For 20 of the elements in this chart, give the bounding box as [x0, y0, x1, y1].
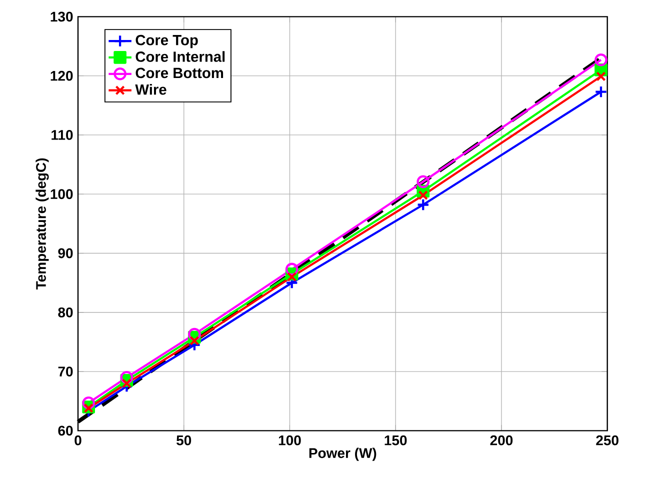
legend-label: Core Bottom — [136, 68, 224, 78]
legend-label: Core Top — [136, 34, 198, 48]
legend-label: Wire — [135, 84, 166, 95]
y-tick-label: 60 — [58, 426, 73, 436]
x-tick-label: 50 — [176, 435, 192, 446]
x-tick-label: 250 — [596, 435, 618, 446]
y-tick-label: 80 — [58, 307, 73, 318]
legend-label: Core Internal — [136, 51, 225, 62]
x-tick-label: 200 — [490, 435, 513, 446]
y-tick-label: 70 — [58, 366, 73, 376]
x-tick-label: 0 — [74, 435, 82, 446]
y-tick-label: 130 — [50, 12, 73, 22]
y-axis-title: Temperature (degC) — [36, 158, 49, 290]
x-axis-title: Power (W) — [309, 448, 376, 461]
y-tick-label: 120 — [50, 70, 73, 81]
y-tick-label: 90 — [58, 248, 73, 258]
y-tick-label: 110 — [52, 130, 73, 140]
y-tick-label: 100 — [50, 189, 73, 200]
x-tick-label: 150 — [384, 435, 407, 446]
x-tick-label: 100 — [278, 435, 301, 446]
